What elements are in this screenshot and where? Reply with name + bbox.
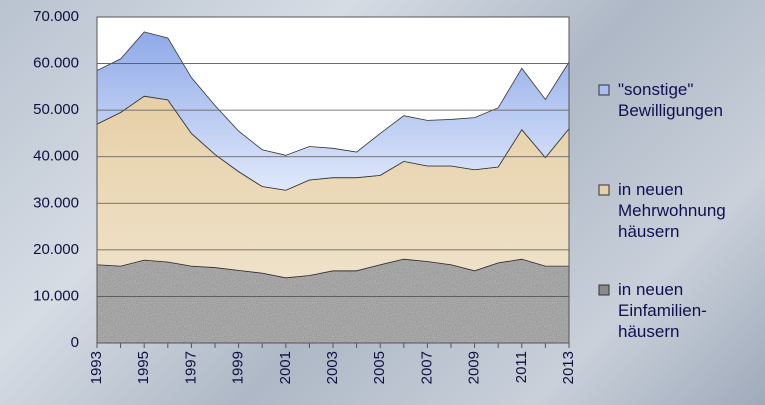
legend-swatch xyxy=(598,184,610,196)
x-tick-label: 2009 xyxy=(466,351,483,384)
y-tick-label: 10.000 xyxy=(33,287,79,304)
y-tick-label: 20.000 xyxy=(33,241,79,258)
y-tick-label: 0 xyxy=(71,334,79,351)
x-tick-label: 2001 xyxy=(277,351,294,384)
x-tick-label: 2007 xyxy=(418,351,435,384)
x-tick-label: 1997 xyxy=(182,351,199,384)
legend-swatch xyxy=(598,84,610,96)
x-tick-label: 2005 xyxy=(371,351,388,384)
x-tick-label: 2011 xyxy=(513,351,530,383)
y-tick-label: 70.000 xyxy=(33,8,79,25)
area xyxy=(96,258,570,344)
y-tick-label: 50.000 xyxy=(33,101,79,118)
legend-label: "sonstige" Bewilligungen xyxy=(618,80,723,120)
legend-label: in neuen Einfamilien- häusern xyxy=(618,280,707,341)
x-tick-label: 1999 xyxy=(230,351,247,384)
x-tick-label: 2003 xyxy=(324,351,341,384)
y-tick-label: 40.000 xyxy=(33,148,79,165)
legend-swatch xyxy=(598,284,610,296)
x-tick-label: 1993 xyxy=(88,351,105,384)
x-tick-label: 2013 xyxy=(560,351,577,384)
legend-label: in neuen Mehrwohnung häusern xyxy=(618,180,726,241)
y-tick-label: 30.000 xyxy=(33,194,79,211)
x-tick-label: 1995 xyxy=(135,351,152,384)
y-tick-label: 60.000 xyxy=(33,55,79,72)
